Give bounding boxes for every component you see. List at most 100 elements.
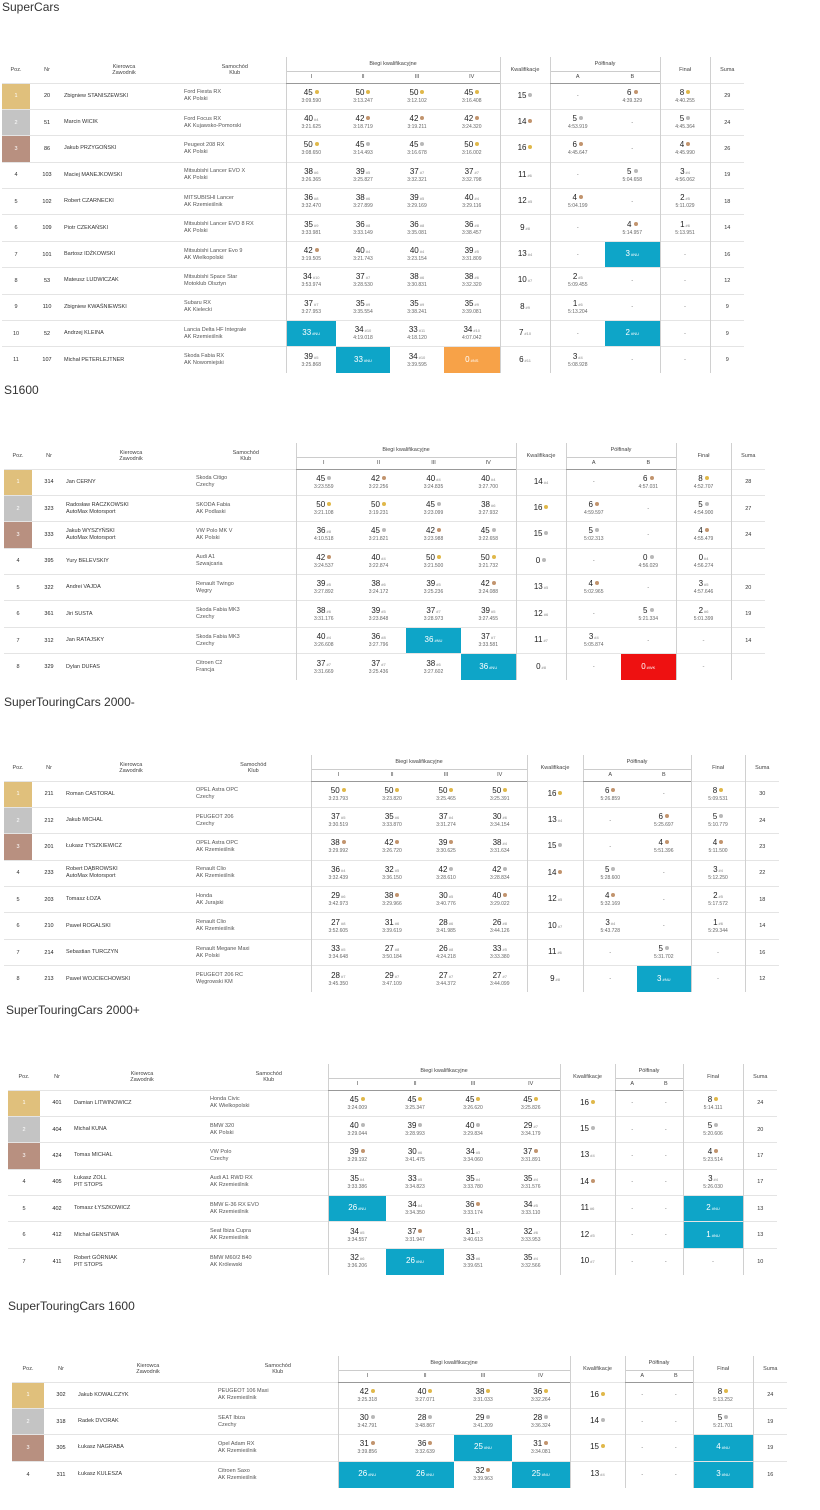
lap-time: 3:29.022 bbox=[490, 901, 510, 908]
heat-rank: #NU bbox=[434, 638, 443, 644]
medal-dot-icon bbox=[704, 528, 709, 533]
heat-rank: #NU bbox=[711, 1206, 720, 1212]
header-sum: Suma bbox=[744, 755, 780, 781]
total-sum: 12 bbox=[744, 965, 780, 993]
heat-3-result: 40 3:29.834 bbox=[444, 1116, 502, 1142]
driver-cell: Andrzej KLEINA bbox=[64, 321, 184, 347]
semifinal-b-result: - bbox=[659, 1461, 693, 1487]
heat-2-result: 34#4 3:34.350 bbox=[386, 1196, 444, 1222]
car-model: Skoda Fabia MK3 bbox=[196, 633, 240, 640]
table-row: 9 110 Zbigniew KWAŚNIEWSKI Subaru RX AK Kiel… bbox=[2, 294, 745, 321]
position-cell: 6 bbox=[14, 225, 18, 232]
lap-time: 3:33.870 bbox=[382, 822, 402, 829]
driver-name: Michał GENSTWA bbox=[74, 1231, 120, 1238]
car-number: 405 bbox=[52, 1179, 62, 1186]
points: 33 bbox=[302, 328, 312, 338]
driver-name: Yury BELEVSKIY bbox=[66, 557, 109, 564]
empty-result: - bbox=[647, 531, 650, 538]
car-number: 52 bbox=[43, 330, 51, 337]
qualification-result: 15 bbox=[569, 1434, 626, 1462]
semifinal-b-result: 6 4:57.031 bbox=[621, 469, 676, 495]
points: 50 bbox=[480, 552, 490, 562]
lap-time: 3:32.439 bbox=[328, 874, 348, 881]
medal-dot-icon bbox=[486, 1388, 491, 1393]
points: 42 bbox=[359, 1386, 369, 1396]
semifinal-b-result: - bbox=[605, 136, 660, 162]
driver-cell: Dylan DUFAS bbox=[66, 654, 196, 680]
driver-cell: Michał PETERLEJTNER bbox=[64, 347, 184, 373]
points: 39 bbox=[438, 838, 448, 848]
semifinal-b-result: - bbox=[637, 781, 691, 807]
points: 50 bbox=[438, 785, 448, 795]
medal-dot-icon bbox=[327, 475, 332, 480]
empty-result: - bbox=[609, 817, 612, 824]
car-model: PEUGEOT 206 bbox=[196, 813, 234, 820]
semifinal-b-result: 4 5:14.957 bbox=[605, 215, 660, 241]
position-cell: 2 bbox=[8, 1116, 40, 1143]
heat-rank: #4 bbox=[578, 354, 583, 360]
heat-4-result: 35#4 3:32.566 bbox=[502, 1248, 560, 1274]
medal-dot-icon bbox=[418, 1096, 423, 1101]
lap-time: 3:36.150 bbox=[382, 874, 402, 881]
driver-name: Bartosz IDŹKOWSKI bbox=[64, 251, 116, 258]
medal-dot-icon bbox=[449, 840, 454, 845]
heat-rank: #6 bbox=[394, 815, 400, 821]
final-result: 4#NU bbox=[692, 1434, 754, 1462]
position-cell: 3 bbox=[4, 521, 32, 549]
header-heats: Biegi kwalifikacyjne bbox=[310, 755, 528, 769]
total-sum: 24 bbox=[730, 521, 766, 549]
lap-time: 5:11.500 bbox=[708, 848, 728, 855]
car-cell: Mitsubishi Space Star Motoklub Olsztyn bbox=[184, 268, 286, 294]
points: 3 bbox=[572, 351, 578, 361]
heat-1-result: 40 3:29.044 bbox=[327, 1116, 386, 1143]
medal-dot-icon bbox=[475, 89, 480, 94]
heat-rank: #4 bbox=[490, 476, 496, 482]
driver-team: PIT STOPS bbox=[74, 1182, 103, 1189]
lap-time: 3:25.827 bbox=[353, 176, 373, 183]
lap-time: 3:52.605 bbox=[328, 927, 348, 934]
points: 42 bbox=[480, 579, 490, 589]
points: 34 bbox=[350, 1226, 359, 1236]
club-name: Węgrowski KM bbox=[196, 979, 233, 986]
points: 39 bbox=[349, 1147, 359, 1157]
lap-time: 3:34.648 bbox=[328, 954, 348, 961]
club-name: Czechy bbox=[196, 482, 215, 489]
medal-dot-icon bbox=[436, 554, 441, 559]
lap-time: 3:23.099 bbox=[423, 510, 444, 517]
qualification-result: 15 bbox=[526, 833, 584, 861]
points: 14 bbox=[590, 1416, 599, 1426]
car-cell: Opel Adam RX AK Rzemieślnik bbox=[218, 1435, 338, 1461]
heat-rank: #NU bbox=[358, 1206, 367, 1212]
lap-time: 3:34.179 bbox=[521, 1131, 541, 1138]
empty-result: - bbox=[664, 1152, 667, 1159]
heat-rank: #6 bbox=[359, 1256, 365, 1262]
points: 5 bbox=[707, 1121, 713, 1131]
semifinal-a-result: 6 4:59.597 bbox=[565, 495, 622, 522]
position-cell: 1 bbox=[4, 469, 32, 496]
semifinal-b-result: - bbox=[649, 1248, 683, 1274]
heat-3-result: 40#4 3:24.835 bbox=[406, 469, 461, 495]
medal-dot-icon bbox=[665, 946, 669, 951]
points: 4 bbox=[605, 891, 610, 901]
points: 15 bbox=[517, 90, 527, 100]
points: 38 bbox=[409, 272, 419, 282]
lap-time: 4:24.218 bbox=[436, 954, 456, 961]
table-row: 8 53 Mateusz LUDWICZAK Mitsubishi Space Sta… bbox=[2, 267, 745, 295]
heat-rank: #4 bbox=[557, 818, 563, 824]
lap-time: 5:21.334 bbox=[638, 615, 658, 622]
heat-1-result: 42 3:24.537 bbox=[295, 548, 351, 575]
heat-2-result: 37#7 3:28.530 bbox=[336, 268, 390, 294]
semifinal-a-result: 2#5 5:09.455 bbox=[549, 267, 606, 295]
driver-cell: Jan CERNY bbox=[66, 469, 196, 495]
heat-rank: #6 bbox=[685, 222, 690, 228]
points: 36 bbox=[331, 864, 340, 874]
heat-1-result: 40#4 3:26.608 bbox=[295, 627, 351, 654]
club-name: AK Rzemieślnik bbox=[210, 1182, 249, 1189]
total-sum: 30 bbox=[744, 781, 780, 808]
points: 37 bbox=[409, 166, 419, 176]
heat-2-result: 45 3:25.347 bbox=[386, 1090, 444, 1116]
medal-dot-icon bbox=[418, 1228, 423, 1233]
medal-dot-icon bbox=[600, 1444, 605, 1449]
total-sum: 14 bbox=[709, 214, 745, 242]
car-number: 311 bbox=[56, 1471, 66, 1478]
